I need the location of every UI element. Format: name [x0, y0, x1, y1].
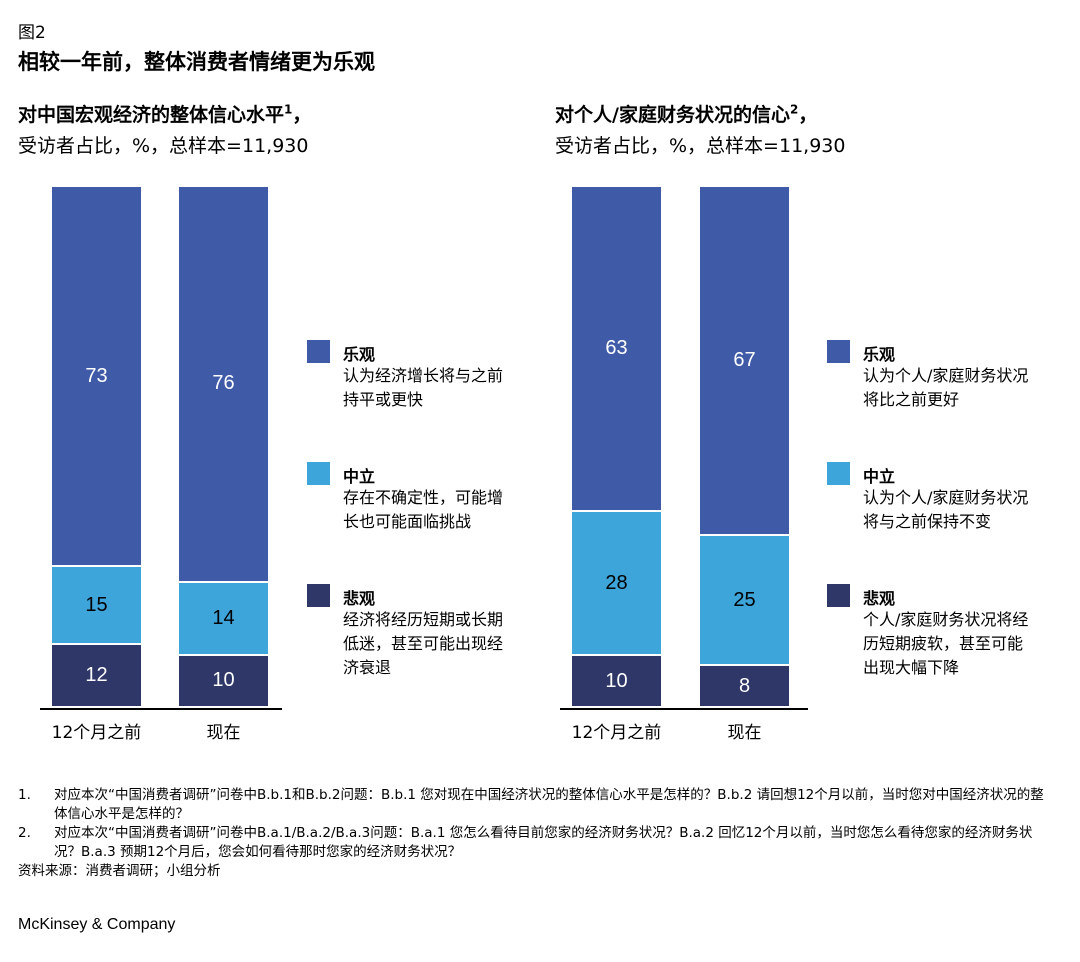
chart-1-heading: 对中国宏观经济的整体信心水平1， 受访者占比，%，总样本=11,930 [18, 100, 311, 158]
legend-swatch-neutral [827, 462, 850, 485]
figure-title: 相较一年前，整体消费者情绪更为乐观 [18, 50, 375, 74]
chart-1-x-axis [40, 708, 282, 710]
data-label: 12 [85, 664, 108, 687]
legend-label-optimistic: 乐观 [343, 345, 376, 364]
footnote-1-text: 对应本次“中国消费者调研”问卷中B.b.1和B.b.2问题：B.b.1 您对现在… [54, 787, 1044, 822]
x-tick-label: 12个月之前 [571, 723, 662, 743]
data-label: 15 [85, 593, 108, 616]
legend-description-pessimistic: 个人/家庭财务状况将经历短期疲软，甚至可能出现大幅下降 [863, 610, 1029, 677]
chart-1-bar-2-pessimistic-segment: 10 [179, 655, 268, 708]
legend-label-neutral: 中立 [863, 467, 896, 486]
legend-swatch-optimistic [827, 340, 850, 363]
chart-1-bar-1-neutral-segment: 15 [52, 567, 141, 646]
chart-2-bar-2-neutral-segment: 25 [700, 536, 789, 667]
x-tick-label: 现在 [206, 723, 241, 743]
legend-label-pessimistic: 悲观 [863, 589, 896, 608]
chart-2-bar-1-pessimistic-segment: 10 [572, 656, 661, 708]
figure-label: 图2 [18, 23, 46, 43]
brand-logo-text: McKinsey & Company [18, 916, 176, 933]
data-label: 8 [738, 674, 751, 697]
chart-1-bar-2-optimistic-segment: 76 [179, 187, 268, 583]
footnote-2-text: 对应本次“中国消费者调研”问卷中B.a.1/B.a.2/B.a.3问题：B.a.… [54, 825, 1033, 860]
legend-label-optimistic: 乐观 [863, 345, 896, 364]
chart-2-footnote-ref: 2 [789, 102, 799, 117]
x-tick-label: 12个月之前 [51, 723, 142, 743]
legend-swatch-pessimistic [307, 584, 330, 607]
data-label: 14 [212, 606, 235, 629]
chart-2-bar-1-neutral-segment: 28 [572, 511, 661, 657]
data-label: 25 [733, 588, 756, 611]
legend-description-optimistic: 认为个人/家庭财务状况将比之前更好 [863, 366, 1029, 409]
chart-2-subtitle: 受访者占比，%，总样本=11,930 [555, 135, 846, 157]
legend-swatch-neutral [307, 462, 330, 485]
chart-1-subtitle: 受访者占比，%，总样本=11,930 [18, 135, 309, 157]
legend-description-neutral: 存在不确定性，可能增长也可能面临挑战 [343, 488, 504, 531]
chart-2-title-comma: ， [798, 104, 818, 126]
footnote-2-number: 2. [18, 825, 31, 841]
footnote-2: 2. 对应本次“中国消费者调研”问卷中B.a.1/B.a.2/B.a.3问题：B.… [18, 824, 1054, 862]
data-label: 67 [733, 349, 756, 372]
data-label: 28 [605, 571, 628, 594]
chart-2-x-axis [560, 708, 808, 710]
data-label: 10 [212, 669, 235, 692]
chart-2-bar-2-optimistic-segment: 67 [700, 187, 789, 537]
data-label: 73 [85, 364, 108, 387]
legend-label-pessimistic: 悲观 [343, 589, 376, 608]
chart-2-heading: 对个人/家庭财务状况的信心2， 受访者占比，%，总样本=11,930 [555, 100, 845, 158]
chart-1-bar-2-neutral-segment: 14 [179, 582, 268, 656]
chart-1-title-comma: ， [292, 104, 312, 126]
chart-2-bar-2-pessimistic-segment: 8 [700, 666, 789, 708]
chart-1-footnote-ref: 1 [284, 102, 293, 117]
legend-description-optimistic: 认为经济增长将与之前持平或更快 [343, 366, 504, 409]
chart-1-bar-1-optimistic-segment: 73 [52, 187, 141, 568]
x-tick-label: 现在 [727, 723, 762, 743]
chart-2-bar-1-optimistic-segment: 63 [572, 187, 661, 512]
legend-label-neutral: 中立 [343, 467, 376, 486]
chart-1-title: 对中国宏观经济的整体信心水平 [18, 104, 285, 126]
source-note: 资料来源：消费者调研；小组分析 [18, 863, 221, 879]
footnote-1: 1. 对应本次“中国消费者调研”问卷中B.b.1和B.b.2问题：B.b.1 您对… [18, 786, 1054, 824]
chart-2-title: 对个人/家庭财务状况的信心 [555, 104, 790, 126]
legend-swatch-pessimistic [827, 584, 850, 607]
legend-description-neutral: 认为个人/家庭财务状况将与之前保持不变 [863, 488, 1029, 531]
data-label: 10 [605, 669, 628, 692]
data-label: 76 [212, 372, 235, 395]
data-label: 63 [605, 336, 628, 359]
chart-1-bar-1-pessimistic-segment: 12 [52, 645, 141, 708]
legend-swatch-optimistic [307, 340, 330, 363]
legend-description-pessimistic: 经济将经历短期或长期低迷，甚至可能出现经济衰退 [343, 610, 504, 677]
footnote-1-number: 1. [18, 787, 31, 803]
